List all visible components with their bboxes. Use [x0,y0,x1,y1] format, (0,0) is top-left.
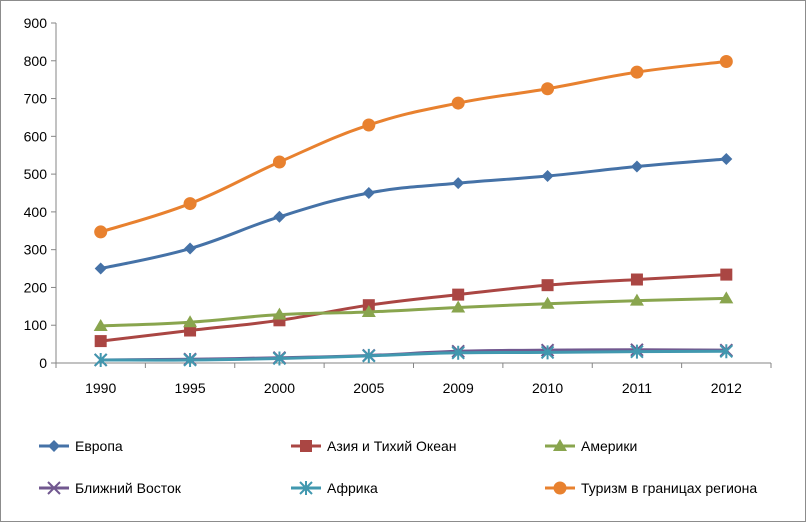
chart-series [93,55,734,367]
legend-marker [553,481,567,495]
data-point [630,65,644,79]
x-tick-label: 2000 [264,380,295,396]
data-point [451,300,466,313]
chart-axes [55,23,771,364]
chart-legend: Европа Азия и Тихий Океан Америки Ближний В… [39,438,757,496]
x-tick-label: 1990 [85,380,116,396]
series-5 [93,344,734,367]
data-point [451,96,465,110]
data-point [362,348,376,363]
data-point [93,318,108,331]
data-point [629,293,644,306]
data-point [630,344,644,359]
y-axis-ticks: 0 100 200 300 400 500 600 700 800 900 [24,15,56,371]
data-point [273,210,286,223]
data-point [272,155,286,169]
data-point [94,335,107,348]
x-tick-label: 2005 [353,380,384,396]
series-line [100,296,727,328]
series-line [100,60,727,234]
data-point [272,351,287,366]
data-point [93,352,108,367]
data-point [720,153,733,165]
legend-item: Европа [39,438,123,454]
series-2 [94,268,733,348]
y-tick-label: 600 [24,128,48,144]
data-point [630,273,643,286]
data-point [541,279,554,292]
legend-label: Америки [581,438,637,454]
x-tick-label: 2011 [622,380,652,396]
data-point [183,315,198,328]
data-point [272,307,287,320]
data-point [630,160,643,173]
y-tick-label: 700 [24,91,48,107]
x-tick-label: 2010 [532,380,563,396]
y-tick-label: 100 [24,317,48,333]
data-point [451,345,465,360]
legend-label: Европа [75,438,123,454]
y-tick-label: 500 [24,166,48,182]
legend-marker [47,481,61,495]
legend-marker [48,440,60,452]
data-point [184,324,197,337]
data-point [720,268,733,281]
data-point [540,296,555,309]
y-tick-label: 900 [24,15,48,31]
legend-item: Африка [291,480,378,496]
series-6 [94,55,733,239]
legend-label: Азия и Тихий Океан [327,438,457,454]
y-tick-label: 300 [24,242,48,258]
data-point [719,344,734,359]
data-point [94,262,107,275]
legend-marker [299,481,313,495]
legend-label: Африка [327,480,378,496]
y-tick-label: 0 [39,355,47,371]
data-point [94,225,108,239]
data-point [183,197,197,211]
y-tick-label: 800 [24,53,48,69]
data-point [184,242,197,255]
legend-label: Ближний Восток [75,480,182,496]
x-tick-label: 1995 [174,380,205,396]
data-point [541,170,554,182]
data-point [540,345,555,360]
legend-label: Туризм в границах региона [581,480,757,496]
data-point [361,305,376,317]
data-point [183,352,197,367]
series-line [100,157,727,271]
series-line [100,349,727,362]
data-point [719,55,733,69]
legend-item: Азия и Тихий Океан [291,438,457,454]
series-line [100,273,727,343]
y-tick-label: 400 [24,204,48,220]
legend-marker [553,439,567,451]
x-tick-label: 2009 [443,380,474,396]
series-3 [93,291,734,331]
legend-item: Ближний Восток [39,480,182,496]
data-point [362,118,376,132]
x-axis-ticks: 1990 1995 2000 2005 2009 2010 2011 2012 [55,363,772,396]
data-point [362,187,375,199]
legend-marker [300,440,312,452]
legend-item: Америки [545,438,637,454]
data-point [719,291,734,304]
x-tick-label: 2012 [711,380,742,396]
data-point [452,177,465,190]
legend-item: Туризм в границах региона [545,480,757,496]
data-point [452,288,465,301]
series-1 [94,153,733,275]
data-point [541,82,555,96]
y-tick-label: 200 [24,279,48,295]
